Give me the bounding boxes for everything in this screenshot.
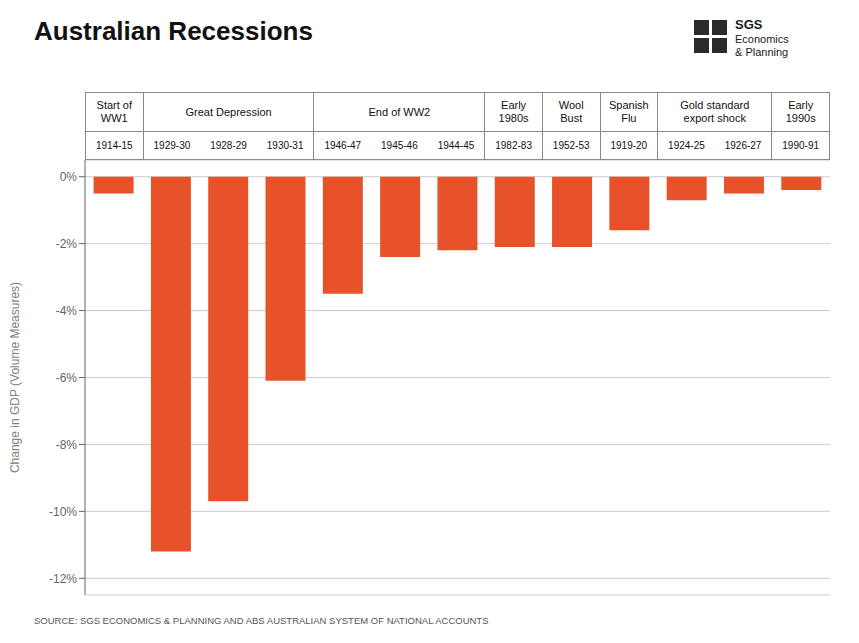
html-text:Australian Recessions: Australian Recessions bbox=[34, 16, 313, 46]
html-text:SOURCE: SGS ECONOMICS & PLANNI: SOURCE: SGS ECONOMICS & PLANNING AND ABS… bbox=[34, 615, 489, 626]
html-text:Gold standard export shock: Gold standard export shock bbox=[680, 99, 750, 124]
html-text:1945-46: 1945-46 bbox=[381, 140, 418, 151]
html-text:1928-29: 1928-29 bbox=[210, 140, 247, 151]
html-text:Early 1980s: Early 1980s bbox=[498, 99, 529, 124]
svg-text:-4%: -4% bbox=[56, 304, 78, 318]
html-text:1914-15: 1914-15 bbox=[96, 140, 133, 151]
html-text:1926-27: 1926-27 bbox=[724, 140, 762, 151]
html-text:End of WW2: End of WW2 bbox=[368, 105, 431, 118]
html-text:Start of WW1: Start of WW1 bbox=[96, 99, 132, 124]
svg-text:-12%: -12% bbox=[49, 572, 77, 586]
html-text:Spanish Flu: Spanish Flu bbox=[608, 99, 649, 124]
html-text:Great Depression: Great Depression bbox=[185, 105, 272, 118]
html-text:Wool Bust: Wool Bust bbox=[558, 99, 584, 124]
html-text:Economics: Economics bbox=[735, 32, 789, 45]
html-text:1946-47: 1946-47 bbox=[324, 140, 362, 151]
svg-text:-10%: -10% bbox=[49, 505, 77, 519]
svg-text:-6%: -6% bbox=[56, 371, 78, 385]
html-text:1930-31: 1930-31 bbox=[266, 140, 304, 151]
svg-text:0%: 0% bbox=[60, 170, 78, 184]
html-text:Early 1990s: Early 1990s bbox=[785, 99, 816, 124]
svg-text:-8%: -8% bbox=[56, 438, 78, 452]
svg-text:Change in GDP (Volume Measures: Change in GDP (Volume Measures) bbox=[10, 282, 22, 473]
html-text:SGS: SGS bbox=[735, 17, 763, 32]
html-text:1952-53: 1952-53 bbox=[552, 140, 590, 151]
html-text:1924-25: 1924-25 bbox=[668, 140, 705, 151]
html-text:1919-20: 1919-20 bbox=[610, 140, 648, 151]
svg-text:-2%: -2% bbox=[56, 237, 78, 251]
html-text:1929-30: 1929-30 bbox=[153, 140, 191, 151]
html-text:1944-45: 1944-45 bbox=[437, 140, 475, 151]
html-text:& Planning: & Planning bbox=[735, 45, 789, 58]
html-text:1990-91: 1990-91 bbox=[782, 140, 819, 151]
html-text:1982-83: 1982-83 bbox=[495, 140, 532, 151]
